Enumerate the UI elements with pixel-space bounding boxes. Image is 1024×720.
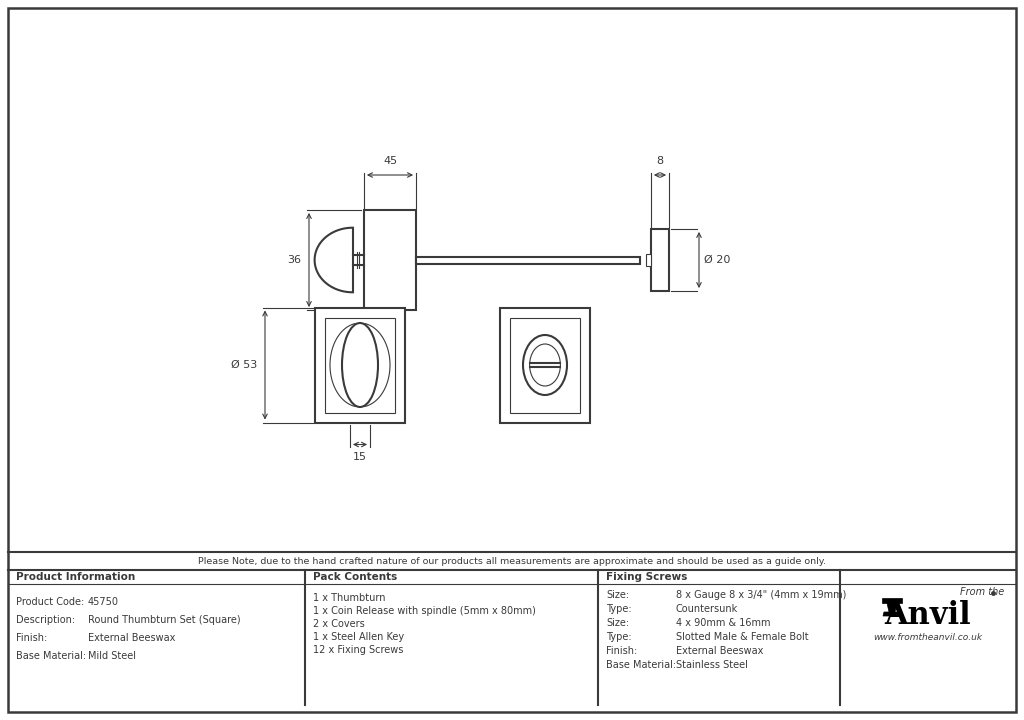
Text: Anvil: Anvil (885, 600, 972, 631)
Text: Base Material:: Base Material: (606, 660, 676, 670)
Text: Size:: Size: (606, 618, 629, 628)
Text: 45750: 45750 (88, 597, 119, 607)
Text: 15: 15 (353, 452, 367, 462)
Text: External Beeswax: External Beeswax (676, 646, 763, 656)
Text: 2 x Covers: 2 x Covers (313, 619, 365, 629)
Ellipse shape (529, 344, 560, 386)
Text: Type:: Type: (606, 604, 632, 614)
Text: 36: 36 (287, 255, 301, 265)
Text: 1 x Steel Allen Key: 1 x Steel Allen Key (313, 632, 404, 642)
Text: 1 x Thumbturn: 1 x Thumbturn (313, 593, 385, 603)
Bar (500, 307, 590, 423)
Text: Size:: Size: (606, 590, 629, 600)
Text: Base Material:: Base Material: (16, 651, 86, 661)
Text: Pack Contents: Pack Contents (313, 572, 397, 582)
Text: Product Code:: Product Code: (16, 597, 84, 607)
Text: Finish:: Finish: (16, 633, 47, 643)
Text: Slotted Male & Female Bolt: Slotted Male & Female Bolt (676, 632, 809, 642)
Text: Product Information: Product Information (16, 572, 135, 582)
Polygon shape (883, 612, 901, 616)
Ellipse shape (342, 323, 378, 407)
Text: Mild Steel: Mild Steel (88, 651, 136, 661)
Polygon shape (882, 598, 902, 603)
Text: Please Note, due to the hand crafted nature of our products all measurements are: Please Note, due to the hand crafted nat… (198, 557, 826, 565)
Bar (416, 256, 640, 264)
Text: Finish:: Finish: (606, 646, 637, 656)
Text: 12 x Fixing Screws: 12 x Fixing Screws (313, 645, 403, 655)
Text: 1 x Coin Release with spindle (5mm x 80mm): 1 x Coin Release with spindle (5mm x 80m… (313, 606, 536, 616)
Text: Fixing Screws: Fixing Screws (606, 572, 687, 582)
Text: Description:: Description: (16, 615, 75, 625)
Bar (651, 229, 669, 291)
Text: Ø 53: Ø 53 (230, 360, 257, 370)
Text: www.fromtheanvil.co.uk: www.fromtheanvil.co.uk (873, 634, 983, 642)
Bar (315, 307, 406, 423)
Bar (325, 318, 395, 413)
Text: 45: 45 (383, 156, 397, 166)
Text: Round Thumbturn Set (Square): Round Thumbturn Set (Square) (88, 615, 241, 625)
Text: 4 x 90mm & 16mm: 4 x 90mm & 16mm (676, 618, 770, 628)
Bar (646, 254, 651, 266)
Text: Countersunk: Countersunk (676, 604, 738, 614)
Bar (364, 210, 416, 310)
Text: Ø 20: Ø 20 (705, 255, 730, 265)
Text: From the: From the (961, 587, 1005, 597)
Bar (510, 318, 580, 413)
Text: 8: 8 (656, 156, 664, 166)
Ellipse shape (523, 335, 567, 395)
Text: 8 x Gauge 8 x 3/4" (4mm x 19mm): 8 x Gauge 8 x 3/4" (4mm x 19mm) (676, 590, 847, 600)
Text: Stainless Steel: Stainless Steel (676, 660, 748, 670)
Text: External Beeswax: External Beeswax (88, 633, 175, 643)
Polygon shape (887, 603, 897, 612)
Text: Type:: Type: (606, 632, 632, 642)
